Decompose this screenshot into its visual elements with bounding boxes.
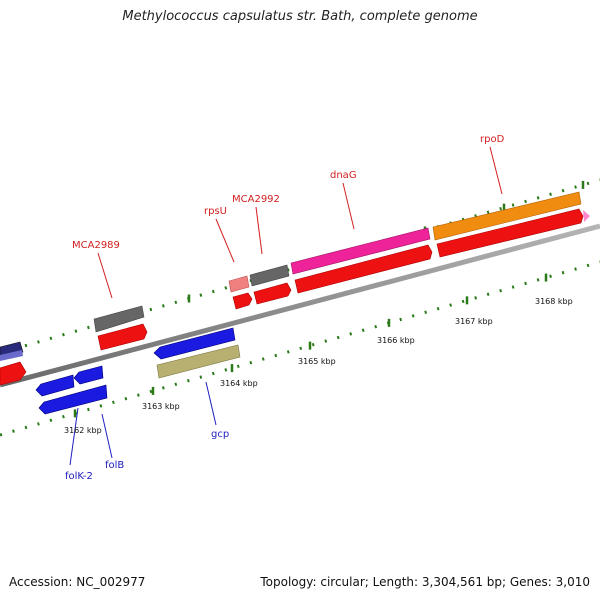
ruler-label-3167: 3167 kbp: [455, 317, 493, 326]
major-ticks: [73, 180, 585, 418]
label-rpod: rpoD: [480, 134, 505, 145]
accession-text: Accession: NC_002977: [9, 575, 146, 589]
gene-partial-right[interactable]: [583, 210, 590, 222]
ruler-label-3162: 3162 kbp: [64, 426, 102, 435]
label-mca2992: MCA2992: [232, 194, 280, 205]
label-gcp: gcp: [211, 429, 229, 440]
forward-genes: [0, 191, 590, 386]
reverse-genes: [35, 327, 241, 415]
map-title: Methylococcus capsulatus str. Bath, comp…: [122, 9, 478, 24]
label-folk-2: folK-2: [65, 471, 93, 482]
leader-mca2989: [97, 252, 113, 299]
leader-gcp: [205, 381, 217, 426]
ruler-label-3168: 3168 kbp: [535, 297, 573, 306]
leader-folk-2: [69, 407, 79, 466]
gene-mca2989[interactable]: [93, 305, 145, 333]
cds-partial-left[interactable]: [0, 361, 27, 386]
cds-rpsu[interactable]: [232, 292, 253, 310]
ruler-label-3163: 3163 kbp: [142, 402, 180, 411]
gene-folb[interactable]: [73, 365, 104, 385]
leader-rpod: [489, 146, 503, 195]
gene-rpod[interactable]: [432, 191, 582, 241]
gene-mca2992[interactable]: [249, 264, 290, 287]
reverse-tick-track: [0, 260, 600, 437]
leader-mca2992: [255, 206, 263, 255]
cds-dnag[interactable]: [294, 244, 433, 294]
cds-mca2989[interactable]: [97, 323, 148, 351]
cds-folk-2-folb[interactable]: [38, 384, 108, 415]
cds-gcp[interactable]: [156, 344, 241, 379]
label-folb: folB: [105, 460, 124, 471]
gene-rpsu[interactable]: [228, 275, 250, 293]
ruler-label-3165: 3165 kbp: [298, 357, 336, 366]
gene-partial-left-light[interactable]: [0, 350, 23, 361]
cds-mca2992[interactable]: [253, 282, 292, 305]
leader-dnag: [342, 182, 355, 230]
leader-folb: [101, 413, 113, 459]
label-mca2989: MCA2989: [72, 240, 120, 251]
ruler-label-3166: 3166 kbp: [377, 336, 415, 345]
label-rpsu: rpsU: [204, 206, 227, 217]
genome-backbone: [0, 223, 600, 388]
cds-rpod[interactable]: [436, 208, 584, 258]
gene-gcp[interactable]: [153, 327, 236, 360]
topology-summary: Topology: circular; Length: 3,304,561 bp…: [260, 575, 590, 589]
gene-folk-2[interactable]: [35, 374, 75, 397]
gene-dnag[interactable]: [290, 227, 431, 275]
ruler-label-3164: 3164 kbp: [220, 379, 258, 388]
label-dnag: dnaG: [330, 170, 357, 181]
leader-rpsu: [215, 218, 235, 263]
